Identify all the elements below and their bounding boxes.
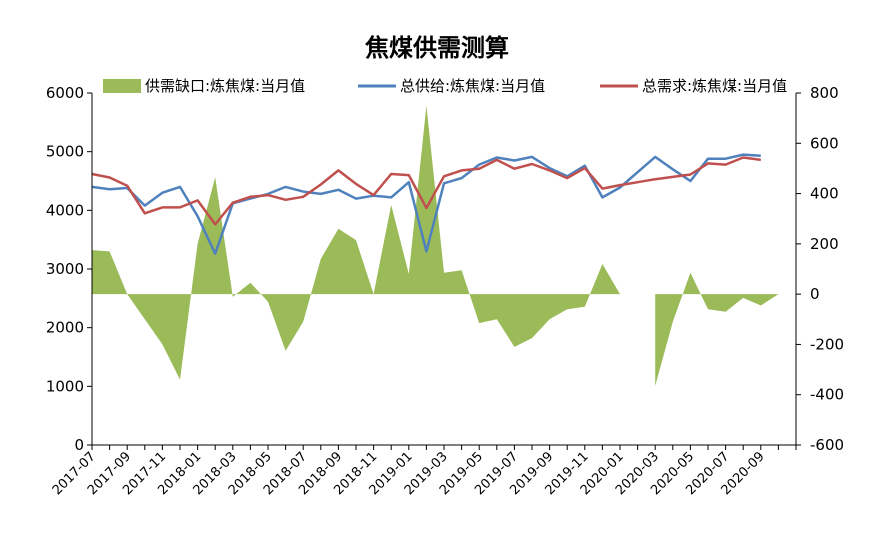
right-tick-label: 200 xyxy=(810,235,839,253)
right-tick-label: 600 xyxy=(810,134,839,152)
legend: 供需缺口:炼焦煤:当月值 总供给:炼焦煤:当月值 总需求:炼焦煤:当月值 xyxy=(103,77,787,95)
chart-title: 焦煤供需测算 xyxy=(365,33,509,62)
right-tick-label: -200 xyxy=(810,335,844,353)
left-tick-label: 5000 xyxy=(46,143,84,161)
left-tick-label: 4000 xyxy=(46,201,84,219)
left-tick-label: 2000 xyxy=(46,319,84,337)
demand-line xyxy=(91,156,761,226)
right-tick-label: 0 xyxy=(810,285,820,303)
legend-swatch-gap xyxy=(103,79,141,93)
right-tick-label: -400 xyxy=(810,386,844,404)
legend-label-supply: 总供给:炼焦煤:当月值 xyxy=(400,77,545,95)
right-tick-label: 800 xyxy=(810,84,839,102)
gap-area-segment-1 xyxy=(655,272,779,386)
left-tick-label: 1000 xyxy=(46,377,84,395)
supply-line xyxy=(91,153,761,255)
plot-area: 0 1000 2000 3000 4000 5000 6000 -600 -400 -200 0 20… xyxy=(46,84,844,498)
left-tick-label: 3000 xyxy=(46,260,84,278)
right-tick-label: -600 xyxy=(810,436,844,454)
legend-label-gap: 供需缺口:炼焦煤:当月值 xyxy=(145,77,305,95)
left-tick-label: 6000 xyxy=(46,84,84,102)
legend-label-demand: 总需求:炼焦煤:当月值 xyxy=(642,77,787,95)
gap-area-segment-0 xyxy=(92,105,620,380)
left-tick-label: 0 xyxy=(74,436,84,454)
right-tick-label: 400 xyxy=(810,185,839,203)
